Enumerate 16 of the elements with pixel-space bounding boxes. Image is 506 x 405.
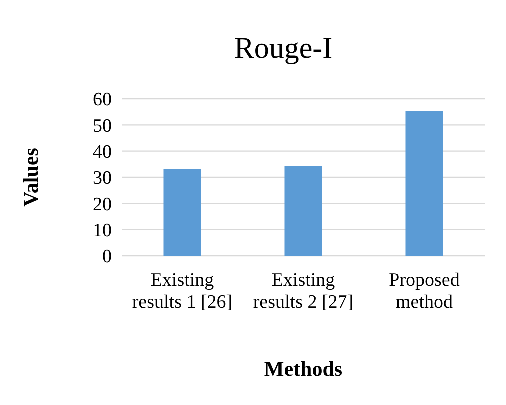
y-tick-label: 40 (93, 142, 112, 163)
y-tick-label: 60 (93, 90, 112, 111)
y-tick-label: 50 (93, 116, 112, 137)
chart-title: Rouge-I (234, 32, 333, 65)
y-tick-label: 20 (93, 194, 112, 216)
bar (284, 166, 322, 256)
bar (406, 111, 444, 256)
x-tick-label: Existing results 2 [27] (253, 270, 354, 313)
y-tick-label: 0 (102, 246, 112, 268)
y-tick-label: 10 (93, 220, 112, 242)
x-axis-title: Methods (264, 357, 343, 381)
bar (164, 169, 202, 256)
y-axis-title: Values (19, 148, 43, 207)
x-tick-label: Existing results 1 [26] (132, 270, 233, 313)
x-tick-label: Proposed method (389, 270, 460, 313)
y-tick-label: 30 (93, 168, 112, 190)
